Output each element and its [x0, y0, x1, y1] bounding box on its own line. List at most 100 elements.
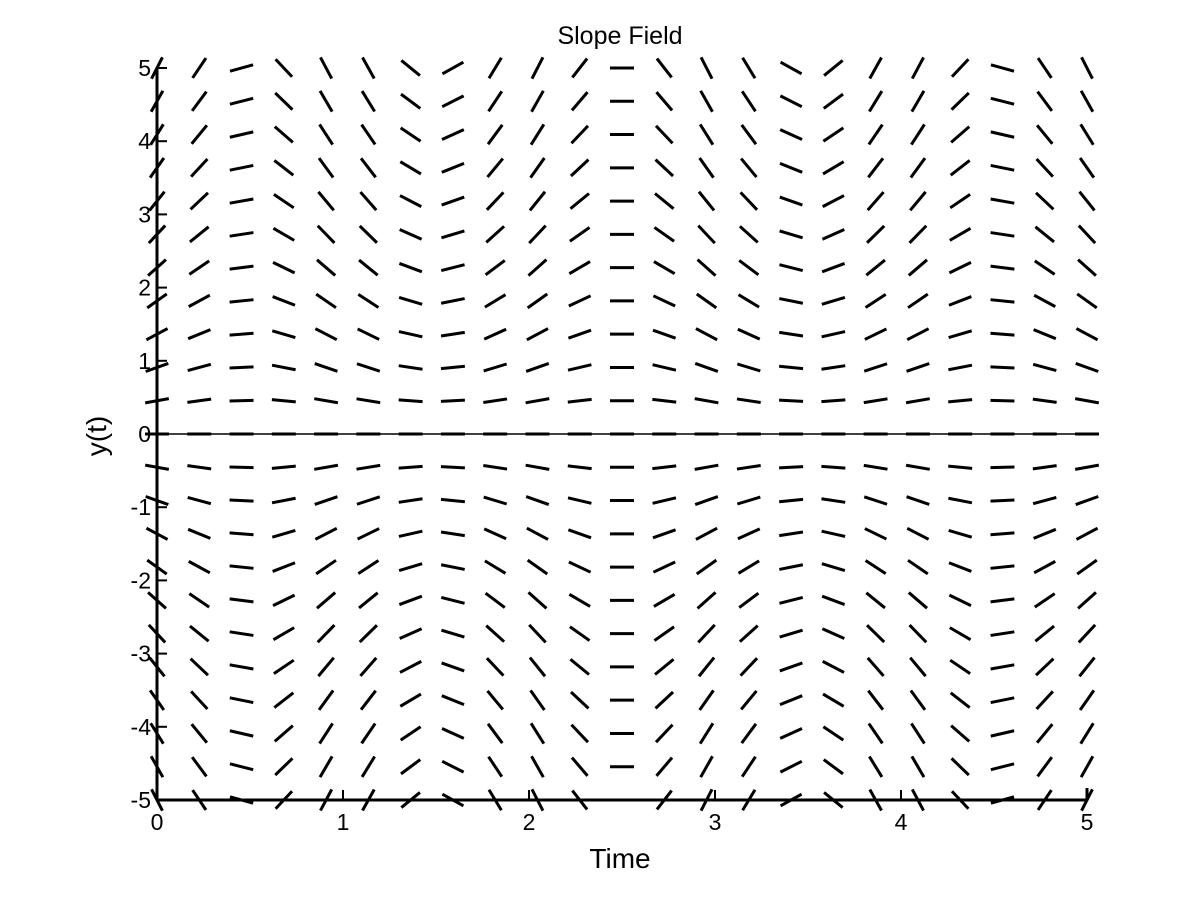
- slope-segment: [527, 591, 548, 610]
- slope-segment: [569, 658, 590, 676]
- slope-segment: [398, 464, 423, 470]
- y-tick-label: -4: [131, 714, 152, 740]
- slope-segment: [779, 694, 803, 707]
- slope-segment: [529, 722, 546, 745]
- slope-segment: [486, 123, 504, 146]
- slope-segment: [737, 293, 760, 309]
- slope-segment: [907, 559, 929, 576]
- slope-segment: [779, 628, 804, 639]
- slope-segment: [229, 298, 254, 304]
- slope-segment: [1035, 723, 1054, 744]
- slope-segment: [1079, 90, 1095, 113]
- slope-segment: [317, 190, 335, 212]
- slope-segment: [821, 594, 846, 606]
- slope-segment: [229, 398, 254, 403]
- slope-segment: [569, 192, 590, 210]
- slope-segment: [316, 591, 337, 610]
- slope-segment: [694, 397, 719, 405]
- slope-segment: [948, 363, 973, 372]
- slope-segment: [949, 227, 972, 242]
- slope-segment: [736, 495, 761, 506]
- x-axis-label: Time: [589, 843, 650, 874]
- slope-segment: [190, 157, 209, 178]
- slope-segment: [822, 660, 845, 674]
- slope-segment: [568, 593, 591, 608]
- slope-segment: [949, 159, 971, 177]
- slope-segment: [736, 397, 761, 404]
- slope-segment: [1036, 57, 1053, 79]
- slope-segment: [863, 495, 888, 506]
- slope-segment: [318, 722, 334, 745]
- slope-segment: [273, 125, 294, 144]
- x-tick-label: 3: [709, 809, 722, 835]
- slope-segment: [821, 296, 846, 306]
- slope-segment: [1075, 526, 1099, 541]
- slope-segment: [1080, 56, 1094, 80]
- slope-segment: [822, 725, 845, 742]
- slope-segment: [948, 261, 972, 275]
- slope-segment: [1078, 157, 1096, 179]
- slope-segment: [906, 495, 930, 506]
- slope-segment: [740, 90, 757, 113]
- slope-segment: [990, 365, 1015, 370]
- slope-segment: [483, 327, 507, 341]
- slope-segment: [695, 292, 718, 310]
- slope-segment: [360, 123, 377, 146]
- slope-segment: [738, 225, 759, 244]
- slope-segment: [865, 591, 886, 610]
- slope-segment: [484, 259, 506, 277]
- slope-segment: [990, 762, 1015, 772]
- slope-segment: [699, 755, 714, 778]
- slope-segment: [271, 496, 296, 505]
- slope-segment: [358, 591, 379, 610]
- slope-segment: [1035, 157, 1054, 178]
- x-tick-label: 1: [337, 809, 350, 835]
- slope-segment: [990, 298, 1015, 304]
- slope-segment: [483, 495, 508, 506]
- slope-segment: [990, 264, 1015, 271]
- slope-segment: [317, 656, 335, 678]
- slope-segment: [356, 495, 381, 506]
- slope-segment: [440, 229, 465, 240]
- slope-segment: [229, 630, 254, 637]
- slope-segment: [1033, 328, 1057, 341]
- slope-segment: [910, 755, 926, 778]
- slope-segment: [398, 296, 423, 306]
- slope-segment: [567, 328, 592, 340]
- slope-segment: [866, 656, 885, 677]
- slope-segment: [318, 755, 334, 778]
- slope-segment: [779, 195, 803, 207]
- slope-segment: [229, 264, 254, 271]
- slope-segment: [695, 558, 718, 576]
- slope-segment: [273, 193, 295, 210]
- slope-segment: [526, 558, 549, 576]
- slope-segment: [1075, 495, 1099, 507]
- slope-segment: [398, 529, 423, 538]
- slope-segment: [1078, 656, 1096, 678]
- slope-segment: [440, 364, 466, 371]
- slope-segment: [736, 464, 761, 471]
- slope-segment: [695, 526, 718, 541]
- slope-segment: [357, 559, 380, 575]
- slope-segment: [864, 327, 888, 341]
- slope-segment: [440, 563, 465, 571]
- slope-segment: [358, 224, 378, 244]
- slope-segment: [909, 656, 927, 678]
- slope-segment: [910, 123, 926, 146]
- y-tick-label: 1: [138, 348, 151, 374]
- slope-segment: [272, 626, 295, 641]
- slope-segment: [990, 531, 1015, 537]
- slope-segment: [398, 497, 423, 504]
- slope-segment: [356, 397, 381, 405]
- slope-segment: [652, 328, 677, 340]
- slope-segment: [229, 597, 254, 604]
- slope-segment: [990, 63, 1015, 73]
- slope-segment: [360, 722, 377, 745]
- slope-segment: [1077, 623, 1097, 644]
- slope-segment: [740, 755, 757, 778]
- slope-segment: [737, 527, 761, 541]
- slope-segment: [568, 294, 592, 308]
- slope-segment: [399, 660, 422, 674]
- slope-segment: [319, 56, 334, 80]
